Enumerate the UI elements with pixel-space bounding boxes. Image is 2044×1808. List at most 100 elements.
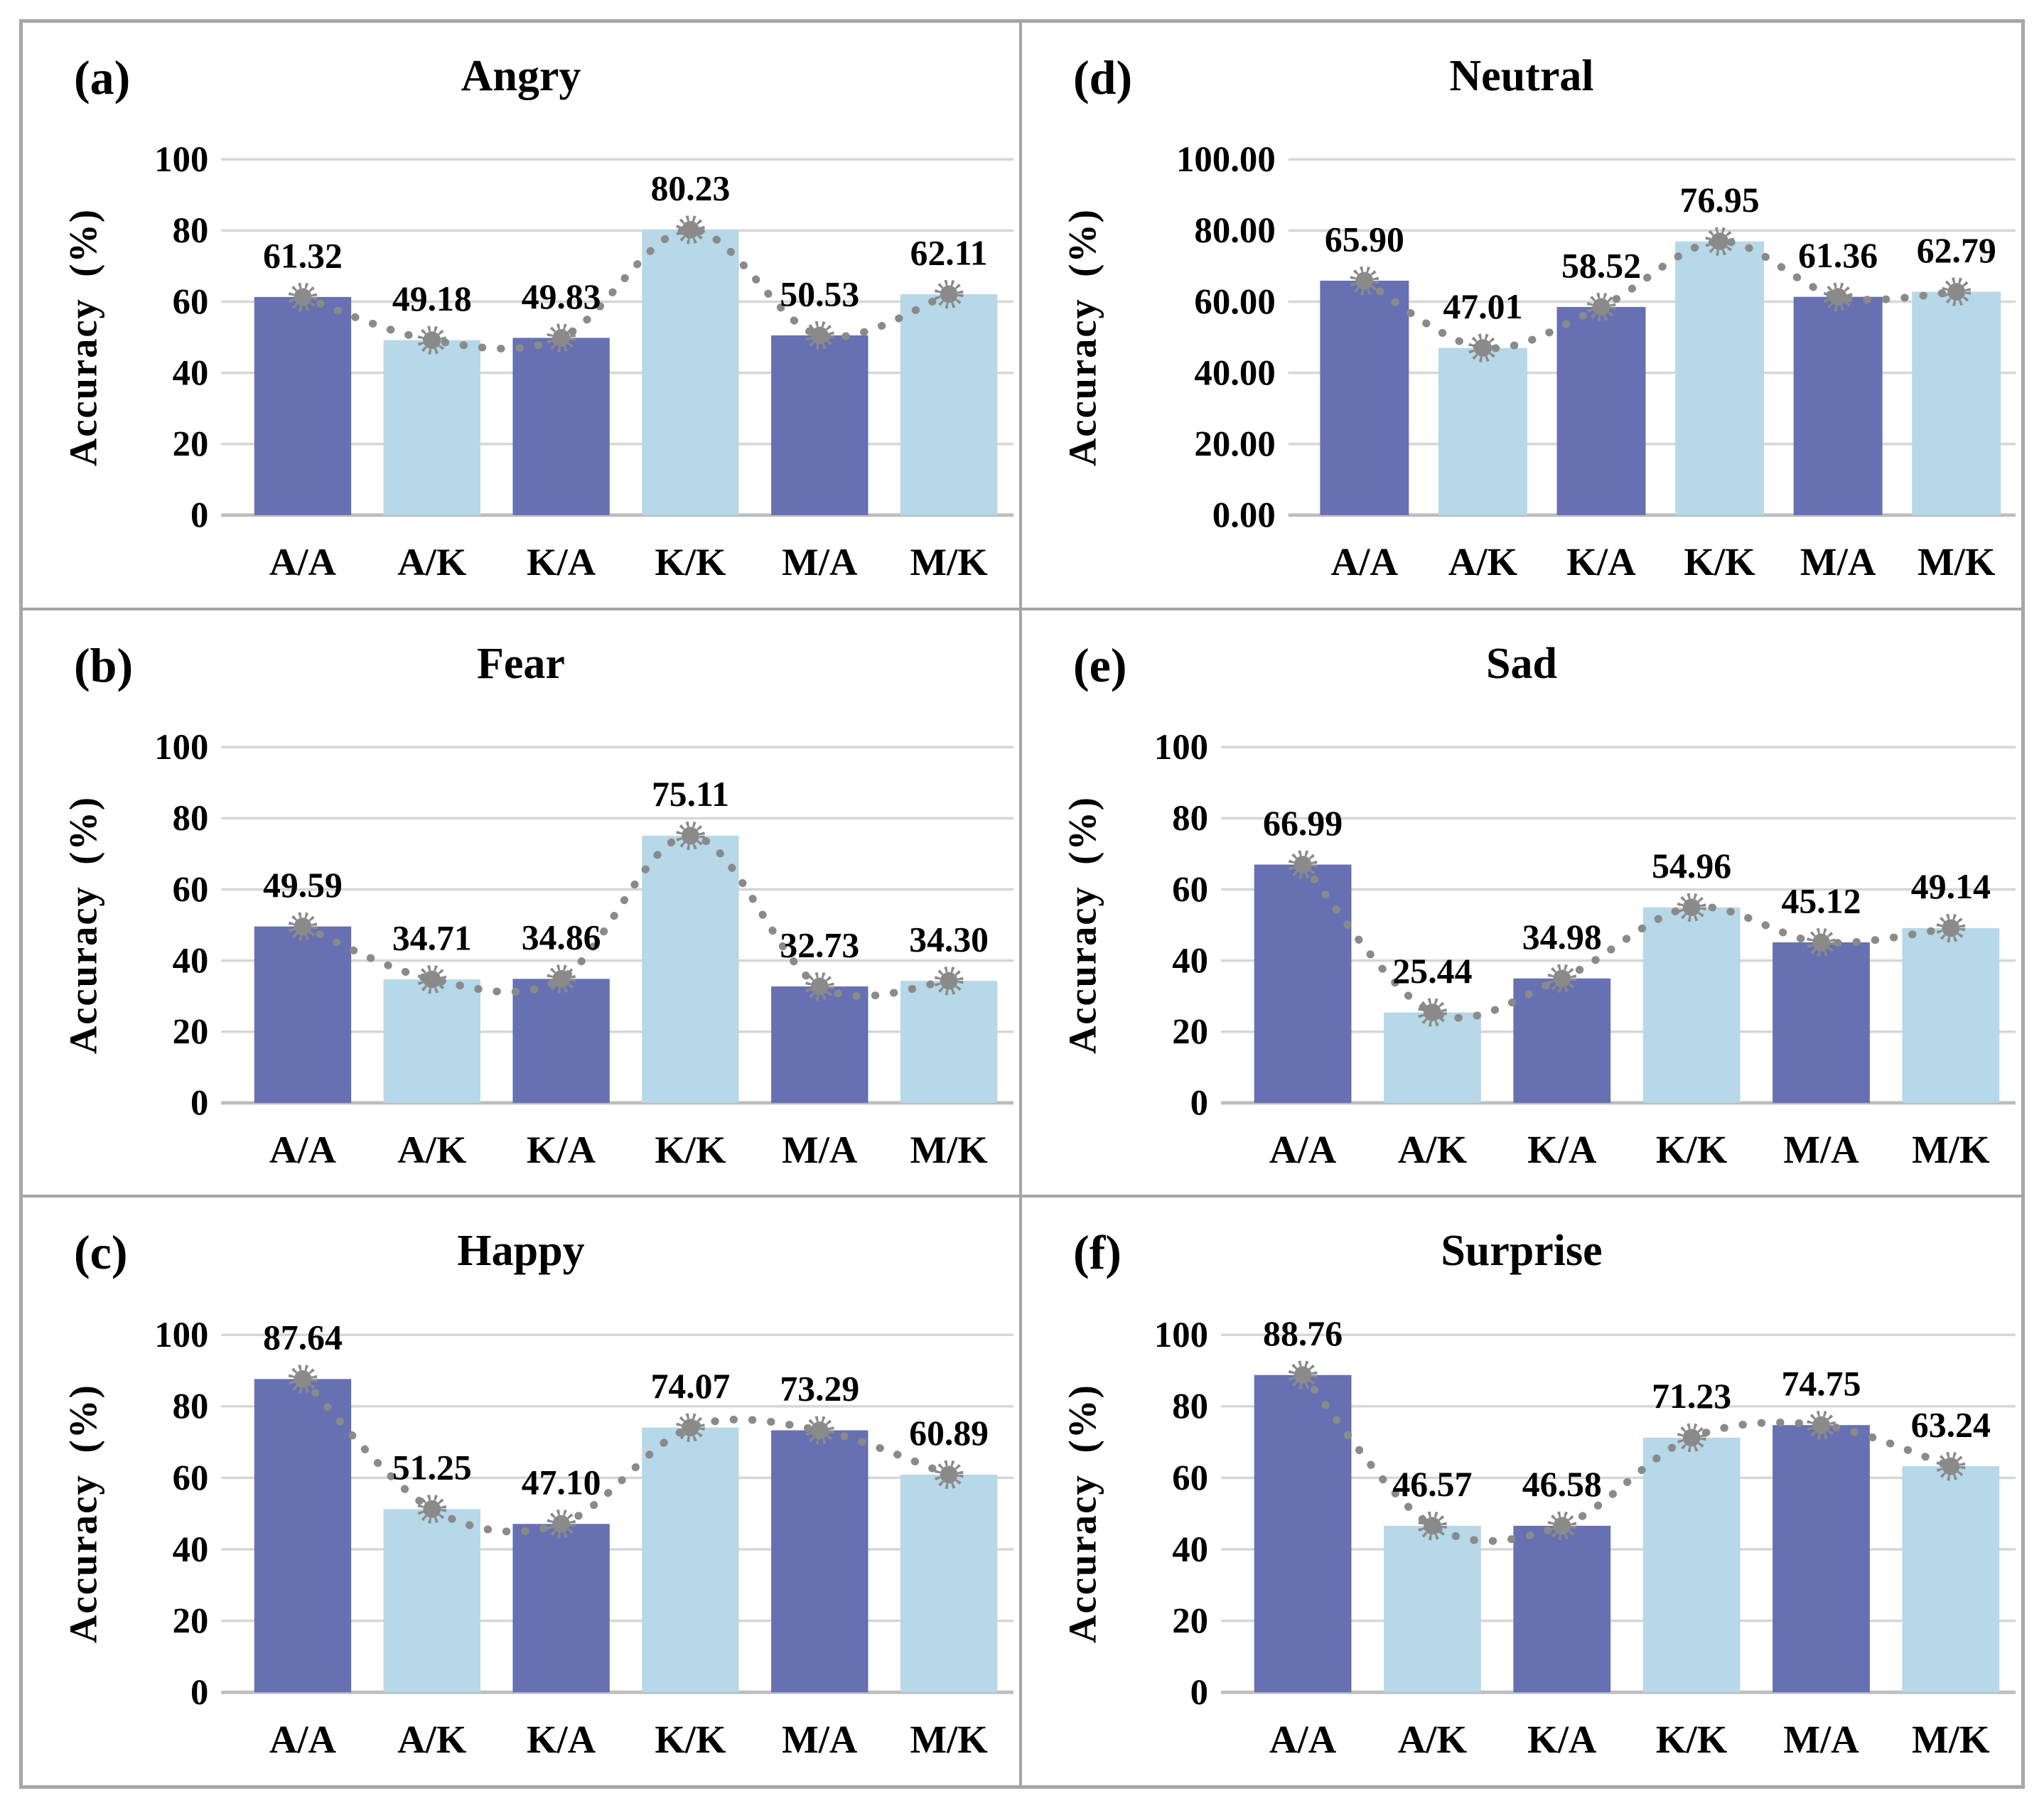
x-tick-label-K/K: K/K [1656, 1718, 1728, 1761]
bar-M/K [1902, 927, 2000, 1103]
x-tick-label-A/K: A/K [1398, 1718, 1468, 1761]
marker-M/A [1812, 1416, 1830, 1435]
marker-K/K [682, 220, 699, 239]
y-axis-title: Accuracy (%) [61, 1384, 104, 1644]
x-tick-label-K/A: K/A [1527, 1128, 1597, 1171]
marker-A/K [423, 1500, 441, 1519]
marker-spikes-M/K [934, 279, 964, 309]
y-tick-label: 40.00 [1194, 353, 1275, 393]
marker-spikes-K/A [1547, 964, 1577, 993]
marker-K/K [682, 827, 699, 844]
y-tick-label: 60 [173, 281, 209, 321]
data-label-K/A: 49.83 [522, 277, 601, 316]
x-tick-label-A/K: A/K [397, 1128, 467, 1171]
data-label-A/K: 34.71 [392, 918, 472, 957]
x-tick-label-M/K: M/K [1917, 540, 1996, 583]
data-label-M/A: 74.75 [1781, 1365, 1861, 1404]
data-label-M/A: 45.12 [1781, 881, 1861, 920]
y-tick-label: 60 [1172, 1458, 1208, 1498]
marker-A/K [423, 970, 441, 989]
bar-K/K [642, 230, 739, 515]
y-tick-label: 40 [1172, 940, 1208, 980]
bar-M/K [900, 1475, 998, 1693]
panel-label-b: (b) [74, 637, 134, 692]
x-tick-label-M/A: M/A [1800, 540, 1876, 583]
data-label-K/K: 71.23 [1652, 1377, 1731, 1416]
bar-K/K [1675, 241, 1765, 515]
x-tick-label-A/K: A/K [1448, 540, 1518, 583]
marker-spikes-A/A [1288, 849, 1318, 879]
marker-spikes-K/K [676, 1413, 705, 1443]
data-label-A/A: 66.99 [1263, 804, 1343, 843]
marker-K/A [1553, 969, 1571, 987]
data-label-M/K: 62.79 [1917, 231, 1996, 270]
x-tick-label-A/K: A/K [397, 540, 467, 583]
chart-fear: 0 20 40 60 80 100 Accuracy (%) 49.59 34.71 34.86 7… [61, 727, 1014, 1171]
bar-M/A [771, 1430, 868, 1693]
x-tick-label-K/K: K/K [655, 1718, 726, 1761]
bar-A/A [254, 296, 352, 515]
marker-spikes-A/K [1418, 997, 1447, 1027]
y-axis-title: Accuracy (%) [1061, 796, 1104, 1054]
y-tick-label: 20.00 [1194, 424, 1275, 464]
x-tick-label-K/A: K/A [527, 1128, 596, 1171]
bar-K/A [512, 1524, 610, 1693]
bar-A/K [1438, 348, 1527, 515]
marker-M/A [810, 326, 829, 345]
x-tick-label-M/A: M/A [1783, 1128, 1859, 1171]
bar-M/K [900, 294, 998, 515]
marker-K/K [1711, 232, 1729, 251]
marker-A/A [1355, 271, 1374, 290]
bar-K/A [1513, 978, 1611, 1103]
panel-e-sad: (e) Sad 0 20 40 60 80 100 Accuracy (%) 66.99 25.… [1022, 610, 2021, 1198]
marker-spikes-M/A [805, 972, 834, 1001]
y-tick-label: 20 [173, 424, 209, 464]
y-tick-label: 100 [154, 727, 208, 767]
panel-label-d: (d) [1073, 50, 1133, 104]
marker-spikes-K/K [676, 215, 705, 244]
panel-f-surprise: (f) Surprise 0 20 40 60 80 100 Accuracy (%) 88.… [1022, 1198, 2021, 1785]
data-label-M/A: 73.29 [780, 1370, 859, 1409]
data-label-K/A: 58.52 [1561, 246, 1641, 285]
bar-A/K [383, 979, 480, 1103]
y-tick-label: 100.00 [1176, 139, 1276, 179]
trendline [1298, 860, 1955, 1022]
data-label-A/K: 46.57 [1392, 1465, 1472, 1504]
panel-label-f: (f) [1073, 1225, 1121, 1280]
x-tick-label-M/K: M/K [1912, 1718, 1990, 1761]
marker-K/K [1682, 1428, 1701, 1447]
y-tick-label: 80.00 [1194, 210, 1275, 250]
marker-spikes-M/K [1936, 1452, 1966, 1481]
y-tick-label: 80 [173, 1387, 209, 1426]
y-tick-label: 80 [173, 210, 209, 250]
panel-label-c: (c) [74, 1225, 128, 1280]
marker-M/K [940, 972, 958, 990]
x-tick-label-M/A: M/A [1783, 1718, 1859, 1761]
marker-K/A [552, 329, 571, 347]
x-tick-label-A/A: A/A [269, 1718, 337, 1761]
panel-d-neutral: (d) Neutral 0.00 20.00 40.00 60.00 80.00 100.… [1022, 23, 2021, 610]
y-tick-label: 80 [1172, 798, 1208, 838]
panel-title-angry: Angry [461, 52, 581, 100]
marker-A/K [423, 331, 441, 350]
chart-happy: 0 20 40 60 80 100 Accuracy (%) 87.64 51.25 47.10 7… [61, 1315, 1014, 1761]
marker-spikes-M/K [934, 966, 964, 996]
marker-spikes-M/A [1823, 282, 1853, 312]
data-label-K/K: 75.11 [652, 775, 729, 814]
y-tick-label: 40 [173, 353, 209, 393]
marker-spikes-A/K [1468, 333, 1497, 362]
marker-A/A [294, 288, 312, 306]
y-tick-label: 40 [173, 1529, 209, 1569]
x-tick-label-K/K: K/K [1656, 1128, 1728, 1171]
marker-M/A [810, 1421, 829, 1440]
x-tick-label-A/K: A/K [397, 1718, 467, 1761]
data-label-K/K: 76.95 [1680, 181, 1760, 220]
marker-A/K [1423, 1517, 1441, 1535]
y-tick-label: 0 [190, 1672, 208, 1712]
marker-A/K [1423, 1003, 1441, 1021]
marker-spikes-M/A [805, 1416, 834, 1446]
marker-spikes-A/K [1418, 1511, 1447, 1541]
marker-K/K [682, 1419, 699, 1437]
marker-spikes-K/K [1677, 893, 1706, 922]
chart-sad: 0 20 40 60 80 100 Accuracy (%) 66.99 25.44 34.98 5… [1061, 727, 2016, 1171]
